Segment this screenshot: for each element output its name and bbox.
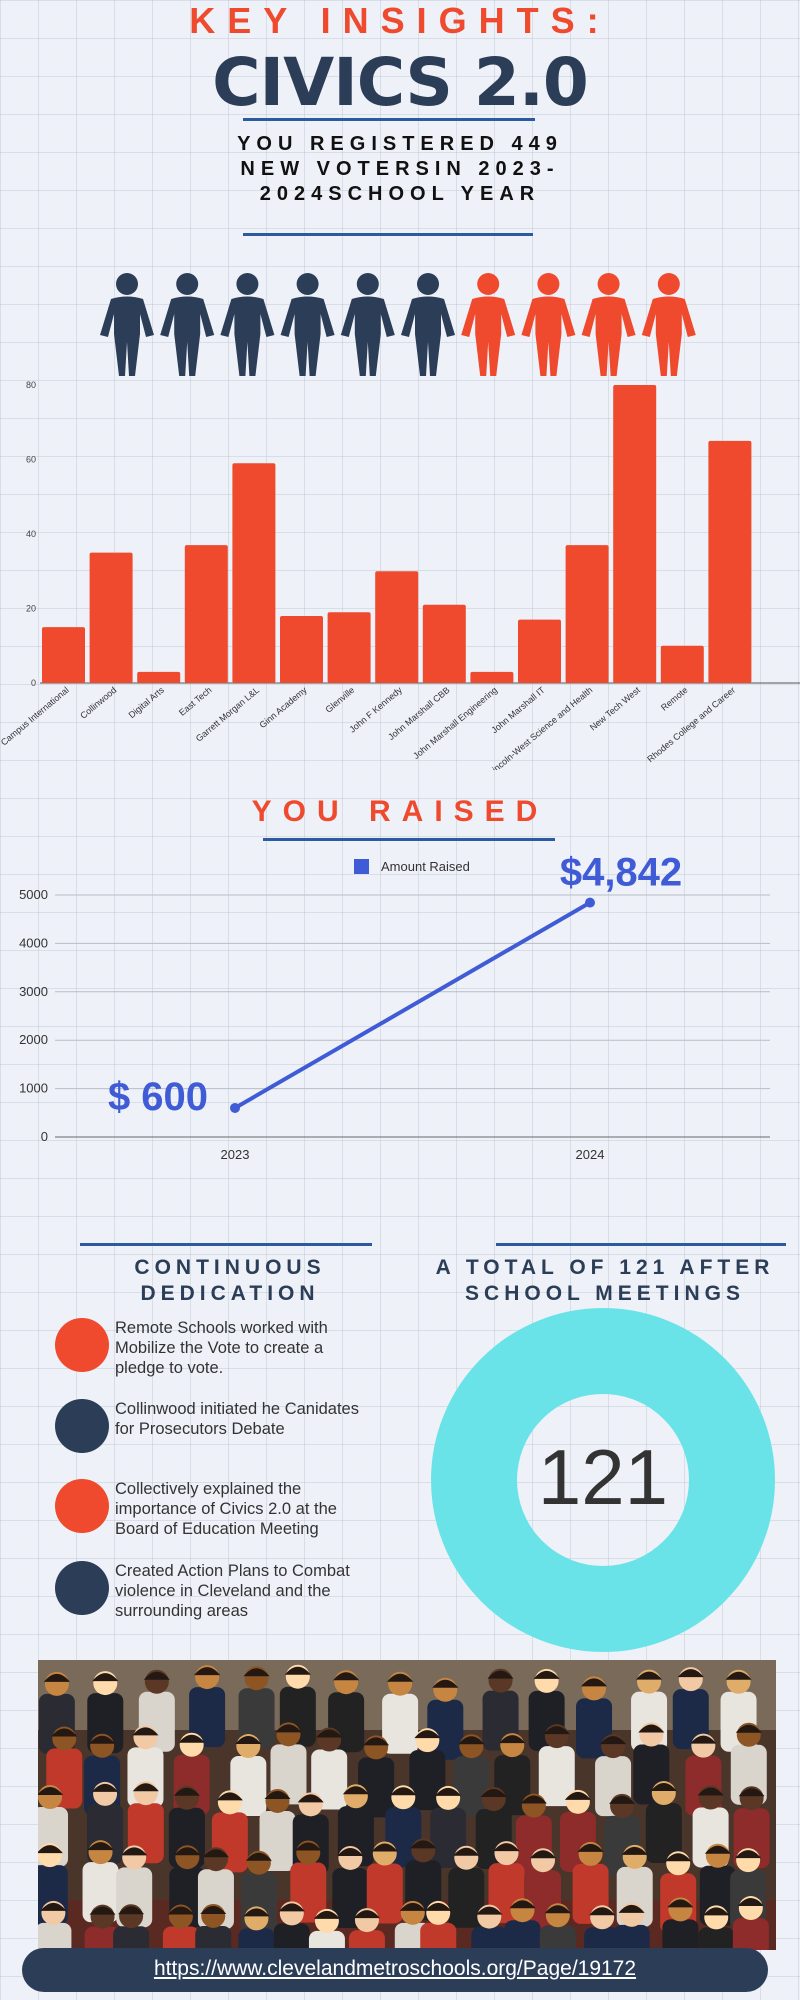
y-tick-label: 2000 <box>19 1032 48 1047</box>
meetings-title: A TOTAL OF 121 AFTER SCHOOL MEETINGS <box>435 1256 775 1305</box>
raised-title: YOU RAISED <box>251 795 549 828</box>
y-tick-label: 5000 <box>19 887 48 902</box>
kicker-heading: KEY INSIGHTS: <box>189 0 611 41</box>
legend-swatch <box>354 859 369 874</box>
data-label: $4,842 <box>560 851 682 895</box>
bar <box>375 571 419 683</box>
x-tick-label: Remote <box>659 685 690 713</box>
person-icon <box>160 273 215 376</box>
meetings-donut-chart: 121 <box>431 1308 775 1652</box>
person-icon <box>340 273 395 376</box>
legend-label: Amount Raised <box>381 859 470 874</box>
dedication-item-text: Remote Schools worked with Mobilize the … <box>115 1319 328 1377</box>
x-tick-label: Rhodes College and Career <box>645 685 737 764</box>
person-icon <box>401 273 455 376</box>
bar <box>470 671 514 683</box>
page-title: CIVICS 2.0 <box>212 44 589 121</box>
data-point <box>585 897 595 908</box>
bar <box>327 612 371 683</box>
x-tick-label: Digital Arts <box>127 685 167 721</box>
dedication-item-text: Collinwood initiated he Canidates for Pr… <box>115 1400 359 1438</box>
person-icon <box>100 273 154 376</box>
bullet-dot <box>55 1318 109 1372</box>
y-tick-label: 3000 <box>19 984 48 999</box>
bar <box>89 552 133 683</box>
x-tick-label: New Tech West <box>588 685 642 733</box>
person-icon <box>461 273 516 376</box>
y-tick-label: 20 <box>26 604 36 614</box>
source-link[interactable]: https://www.clevelandmetroschools.org/Pa… <box>153 1957 637 1980</box>
y-tick-label: 1000 <box>19 1081 48 1096</box>
url-banner <box>22 1948 768 1992</box>
registered-voters-statement: YOU REGISTERED 449 NEW VOTERSIN 2023-202… <box>237 133 563 205</box>
x-tick-label: East Tech <box>177 685 214 718</box>
x-tick-label: Collinwood <box>78 685 118 721</box>
y-tick-label: 40 <box>26 529 36 539</box>
x-tick-label: 2024 <box>576 1147 605 1162</box>
y-tick-label: 60 <box>26 455 36 465</box>
bar <box>660 645 704 683</box>
person-icon <box>641 273 696 376</box>
amount-raised-line-chart: 0 1000 2000 3000 4000 5000 2023 2024 Amount Rais… <box>19 851 770 1162</box>
subtitle-divider <box>243 233 533 236</box>
series-line <box>233 900 592 1110</box>
bar <box>565 545 609 683</box>
bar <box>137 671 181 683</box>
bar <box>184 545 228 683</box>
dedication-title: CONTINUOUS DEDICATION <box>134 1256 326 1305</box>
title-divider <box>243 118 535 121</box>
people-pictogram <box>100 273 696 376</box>
raised-divider <box>263 838 555 841</box>
x-tick-label: 2023 <box>221 1147 250 1162</box>
dedication-divider <box>80 1243 372 1246</box>
person-icon <box>280 273 335 376</box>
donut-center-label: 121 <box>538 1433 668 1521</box>
bar <box>518 619 561 683</box>
meetings-divider <box>496 1243 786 1246</box>
bar <box>613 385 657 683</box>
y-tick-label: 0 <box>31 678 36 688</box>
dedication-item-text: Collectively explained the importance of… <box>115 1480 337 1538</box>
person-icon <box>220 273 275 376</box>
x-tick-label: John Marshall Engineering <box>411 685 499 761</box>
registrations-bar-chart: 0 20 40 60 80 Campus International Collinwood D… <box>0 380 800 770</box>
person-icon <box>521 273 576 376</box>
group-photo <box>38 1660 776 1950</box>
data-point <box>230 1102 240 1113</box>
bullet-dot <box>55 1399 109 1453</box>
x-tick-label: Campus International <box>0 685 71 748</box>
bar <box>280 615 323 683</box>
person-icon <box>581 273 636 376</box>
bar <box>708 440 752 683</box>
bar <box>232 463 276 683</box>
data-label: $ 600 <box>108 1075 208 1119</box>
x-tick-label: Ginn Academy <box>258 685 310 731</box>
y-tick-label: 0 <box>41 1129 48 1144</box>
y-tick-label: 80 <box>26 380 36 390</box>
y-tick-label: 4000 <box>19 935 48 950</box>
dedication-item-text: Created Action Plans to Combat violence … <box>115 1562 350 1620</box>
bar <box>42 627 85 683</box>
bullet-dot <box>55 1479 109 1533</box>
bar <box>422 604 466 683</box>
bullet-dot <box>55 1561 109 1615</box>
donut-ring <box>431 1308 775 1652</box>
x-tick-label: Glenville <box>324 685 357 715</box>
